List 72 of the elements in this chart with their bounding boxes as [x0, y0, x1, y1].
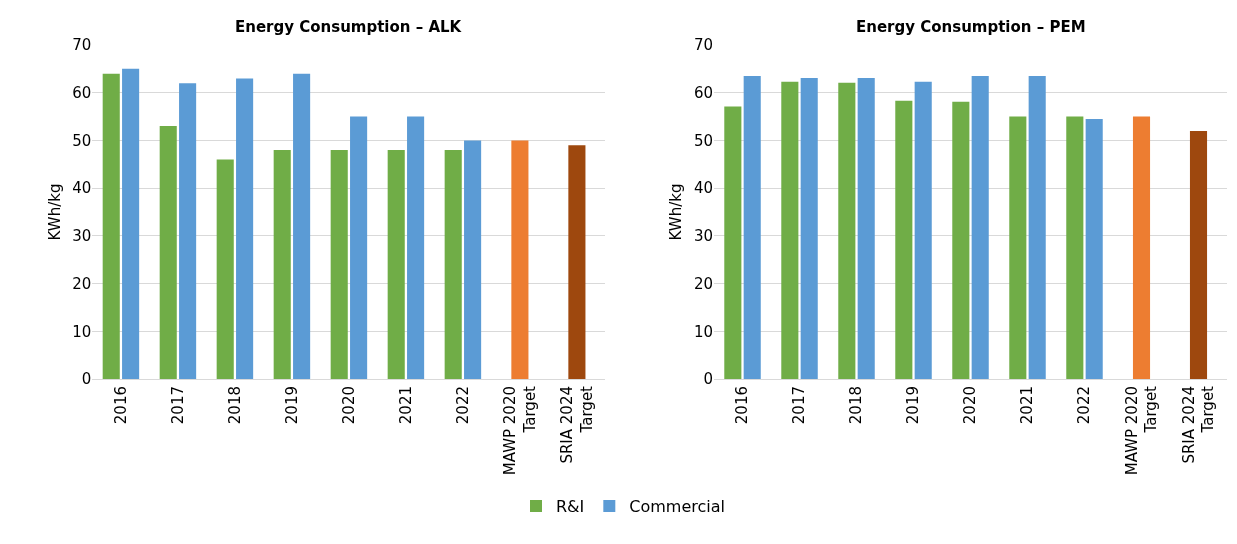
y-tick-label: 20 [693, 274, 714, 293]
bar [1066, 116, 1084, 379]
bar [236, 78, 254, 379]
x-tick-label: 2018 [225, 386, 244, 425]
y-tick-label: 10 [693, 322, 714, 341]
y-tick-label: 40 [693, 179, 714, 198]
bar [350, 116, 368, 379]
y-tick-label: 0 [703, 370, 714, 389]
bar [444, 149, 462, 379]
x-tick-label: 2022 [453, 386, 472, 425]
bar [952, 101, 970, 379]
y-tick-label: 40 [72, 179, 92, 198]
x-tick-label: 2017 [168, 386, 187, 425]
x-tick-label: 2021 [1018, 386, 1037, 425]
chart-title: Energy Consumption – PEM [856, 18, 1086, 36]
x-tick-label: 2020 [961, 386, 980, 425]
x-tick-label: SRIA 2024 Target [1179, 385, 1218, 464]
bar [800, 77, 818, 379]
y-tick-label: 60 [72, 83, 92, 102]
bar [1132, 116, 1151, 379]
y-tick-label: 30 [693, 227, 714, 246]
bar [407, 116, 425, 379]
bar [273, 149, 291, 379]
bar [895, 100, 913, 379]
bar [179, 83, 197, 379]
x-tick-label: 2017 [790, 386, 809, 425]
bar [330, 149, 348, 379]
bar [781, 81, 799, 379]
y-tick-label: 20 [72, 274, 92, 293]
y-tick-label: 70 [693, 36, 714, 55]
y-tick-label: 0 [81, 370, 92, 389]
legend-label: Commercial [629, 497, 726, 517]
bar [1085, 118, 1103, 379]
x-tick-label: 2018 [847, 386, 866, 425]
x-tick-label: MAWP 2020 Target [1122, 385, 1161, 476]
bar [102, 73, 120, 379]
x-tick-label: 2016 [733, 386, 752, 425]
y-tick-label: 10 [72, 322, 92, 341]
bar [857, 77, 875, 379]
x-tick-label: 2020 [339, 386, 358, 425]
bar [464, 140, 482, 379]
x-tick-label: MAWP 2020 Target [501, 385, 539, 476]
bar [838, 82, 856, 379]
bar [568, 145, 586, 379]
bar [971, 76, 989, 379]
legend-label: R&I [556, 497, 585, 517]
bar [293, 73, 311, 379]
x-tick-label: 2019 [282, 386, 301, 425]
bar [1028, 76, 1046, 379]
bar [1009, 116, 1027, 379]
bar [914, 81, 932, 379]
bar [511, 140, 529, 379]
x-tick-label: 2019 [904, 386, 923, 425]
bar [216, 159, 234, 379]
x-tick-label: SRIA 2024 Target [558, 385, 596, 464]
y-tick-label: 70 [72, 36, 92, 55]
bar [743, 76, 761, 379]
chart-title: Energy Consumption – ALK [235, 18, 463, 36]
bar [724, 106, 742, 379]
x-tick-label: 2021 [396, 386, 415, 425]
y-axis-title: KWh/kg [667, 183, 686, 241]
x-tick-label: 2022 [1075, 386, 1094, 425]
y-tick-label: 50 [72, 131, 92, 150]
bar [1189, 130, 1208, 379]
x-tick-label: 2016 [111, 386, 130, 425]
y-tick-label: 60 [693, 83, 714, 102]
y-tick-label: 50 [693, 131, 714, 150]
bar [159, 126, 177, 379]
bar [387, 149, 405, 379]
y-tick-label: 30 [72, 227, 92, 246]
bar [122, 68, 140, 379]
y-axis-title: KWh/kg [45, 183, 64, 241]
